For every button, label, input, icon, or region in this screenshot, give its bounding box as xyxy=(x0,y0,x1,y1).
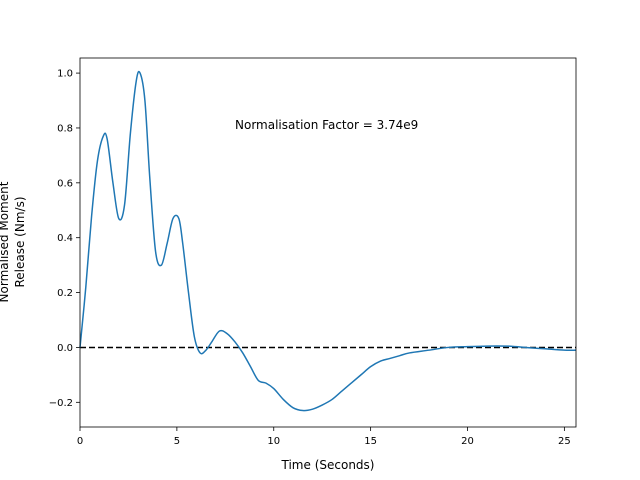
y-axis-label: Normalised Moment Release (Nm/s) xyxy=(0,181,27,302)
x-tick-label: 15 xyxy=(364,436,377,447)
y-tick-label: −0.2 xyxy=(49,398,73,409)
axis-ticks: 0 5 10 15 20 25 −0.2 0.0 0.2 0.4 0.6 0.8 1.0 xyxy=(49,69,571,447)
y-axis-label-line-2: Release (Nm/s) xyxy=(13,196,27,287)
x-tick-label: 0 xyxy=(77,436,83,447)
plot-area xyxy=(80,58,576,427)
x-tick-label: 25 xyxy=(558,436,571,447)
x-axis-label: Time (Seconds) xyxy=(281,458,375,472)
plot-frame xyxy=(79,57,577,428)
y-tick-label: 0.2 xyxy=(57,288,73,299)
x-tick-label: 5 xyxy=(174,436,180,447)
y-axis-label-line-1: Normalised Moment xyxy=(0,181,11,302)
y-tick-label: 0.4 xyxy=(57,233,73,244)
series-line xyxy=(79,70,577,412)
y-tick-label: 0.6 xyxy=(57,178,73,189)
y-tick-label: 0.8 xyxy=(57,123,73,134)
y-tick-label: 0.0 xyxy=(57,343,73,354)
x-tick-label: 10 xyxy=(267,436,280,447)
y-tick-label: 1.0 xyxy=(57,69,73,80)
x-tick-label: 20 xyxy=(461,436,474,447)
annotation-text: Normalisation Factor = 3.74e9 xyxy=(235,118,418,132)
